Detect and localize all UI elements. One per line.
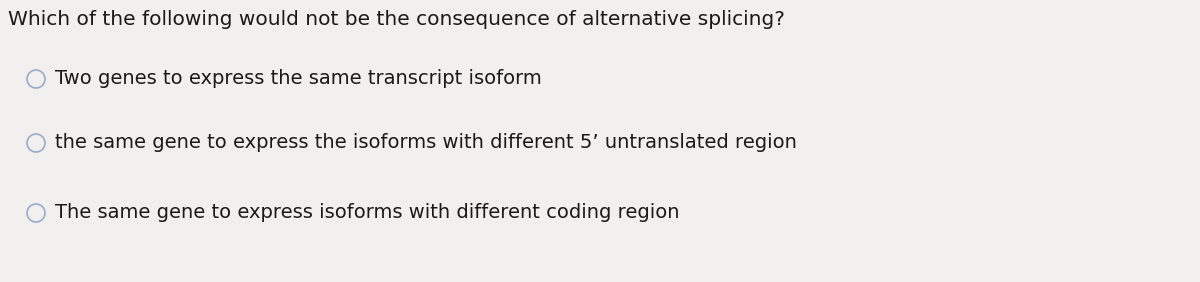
Text: Two genes to express the same transcript isoform: Two genes to express the same transcript… xyxy=(55,69,541,89)
Text: The same gene to express isoforms with different coding region: The same gene to express isoforms with d… xyxy=(55,204,679,222)
Text: the same gene to express the isoforms with different 5’ untranslated region: the same gene to express the isoforms wi… xyxy=(55,133,797,153)
Text: Which of the following would not be the consequence of alternative splicing?: Which of the following would not be the … xyxy=(8,10,785,29)
